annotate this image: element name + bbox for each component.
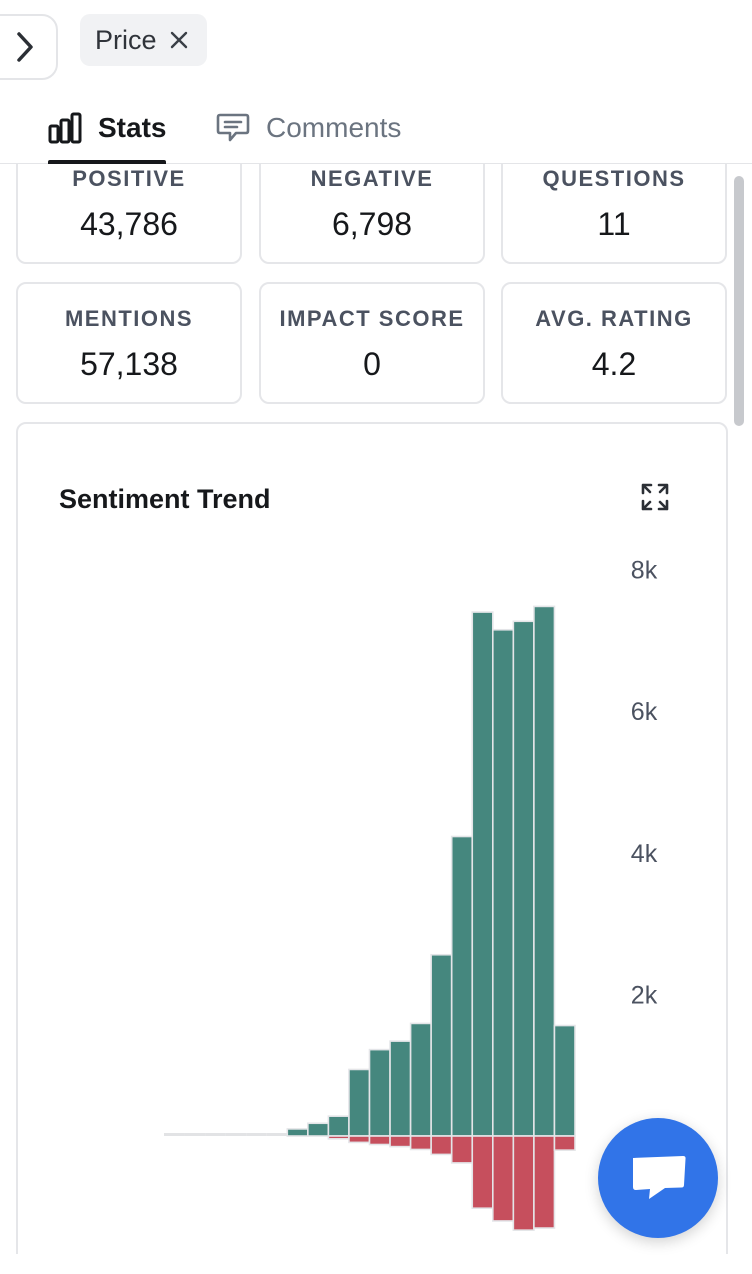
sentiment-chart: 2k 4k 6k 8k: [164, 557, 658, 1231]
positive-bar[interactable]: [450, 835, 474, 1137]
negative-bar[interactable]: [471, 1135, 494, 1210]
tab-comments-label: Comments: [266, 112, 402, 143]
positive-bar[interactable]: [512, 620, 535, 1137]
y-tick-label: 2k: [631, 981, 658, 1009]
bar-chart-icon: [48, 112, 82, 144]
stat-value: 0: [363, 346, 381, 382]
negative-bar[interactable]: [491, 1135, 515, 1222]
positive-bar[interactable]: [225, 1133, 247, 1136]
fullscreen-icon[interactable]: [638, 480, 672, 514]
negative-bar[interactable]: [430, 1135, 453, 1156]
y-tick-label: 8k: [631, 557, 658, 585]
stat-label: NEGATIVE: [310, 166, 434, 191]
stat-label: POSITIVE: [72, 166, 186, 191]
chart-title: Sentiment Trend: [59, 484, 271, 514]
stat-card-positive: POSITIVE 43,786: [16, 164, 242, 264]
positive-bar[interactable]: [389, 1040, 412, 1137]
positive-bar[interactable]: [553, 1024, 576, 1137]
positive-bar[interactable]: [184, 1133, 206, 1136]
expand-panel-button[interactable]: [0, 14, 58, 80]
scrollbar[interactable]: [734, 176, 744, 426]
negative-bar[interactable]: [327, 1135, 350, 1140]
stat-label: AVG. RATING: [535, 306, 693, 331]
positive-bar[interactable]: [286, 1128, 309, 1137]
positive-bar[interactable]: [348, 1068, 371, 1137]
stat-value: 57,138: [80, 346, 178, 382]
positive-bar[interactable]: [327, 1115, 350, 1137]
positive-bar[interactable]: [491, 628, 515, 1137]
chat-button[interactable]: [598, 1118, 718, 1238]
negative-bar[interactable]: [553, 1135, 576, 1151]
negative-bar[interactable]: [409, 1135, 432, 1151]
stat-label: QUESTIONS: [542, 166, 686, 191]
stat-label: MENTIONS: [64, 306, 194, 331]
stat-card-negative: NEGATIVE 6,798: [259, 164, 485, 264]
stat-value: 6,798: [331, 206, 413, 242]
y-tick-label: 4k: [631, 840, 658, 868]
stat-card-questions: QUESTIONS 11: [501, 164, 727, 264]
stat-card-mentions: MENTIONS 57,138: [16, 282, 242, 404]
positive-bar[interactable]: [533, 605, 556, 1137]
negative-bar[interactable]: [512, 1135, 535, 1231]
stat-card-impact-score: IMPACT SCORE 0: [259, 282, 485, 404]
close-icon[interactable]: [169, 30, 189, 50]
positive-bar[interactable]: [409, 1022, 432, 1137]
negative-bar[interactable]: [533, 1135, 556, 1229]
negative-bar[interactable]: [348, 1135, 371, 1144]
tab-stats[interactable]: Stats: [48, 92, 167, 166]
y-tick-label: 6k: [631, 698, 658, 726]
stat-value: 11: [597, 206, 631, 242]
stat-value: 4.2: [591, 346, 637, 382]
negative-bar[interactable]: [450, 1135, 474, 1164]
negative-bar[interactable]: [389, 1135, 412, 1148]
stat-label: IMPACT SCORE: [279, 306, 465, 331]
tab-comments[interactable]: Comments: [216, 92, 401, 164]
negative-bar[interactable]: [368, 1135, 391, 1146]
stat-card-avg-rating: AVG. RATING 4.2: [501, 282, 727, 404]
stat-value: 43,786: [80, 206, 178, 242]
positive-bar[interactable]: [246, 1133, 267, 1136]
positive-bar[interactable]: [164, 1133, 185, 1136]
positive-bar[interactable]: [205, 1133, 226, 1136]
filter-chip: Price: [80, 14, 207, 66]
sentiment-trend-card: Sentiment Trend 2k 4k 6k 8k: [16, 422, 728, 1254]
positive-bar[interactable]: [307, 1122, 330, 1137]
comment-icon: [216, 113, 250, 142]
chat-bubble-icon: [633, 1156, 686, 1199]
chevron-right-icon: [17, 32, 33, 62]
positive-bar[interactable]: [430, 953, 453, 1137]
stats-panel[interactable]: POSITIVE 43,786 NEGATIVE 6,798 QUESTIONS…: [0, 164, 734, 1254]
filter-chip-label: Price: [95, 24, 157, 55]
positive-bar[interactable]: [368, 1048, 391, 1137]
positive-bar[interactable]: [266, 1133, 288, 1136]
tab-stats-label: Stats: [98, 112, 167, 143]
tab-bar: Stats Comments: [0, 92, 752, 166]
positive-bar[interactable]: [471, 611, 494, 1137]
